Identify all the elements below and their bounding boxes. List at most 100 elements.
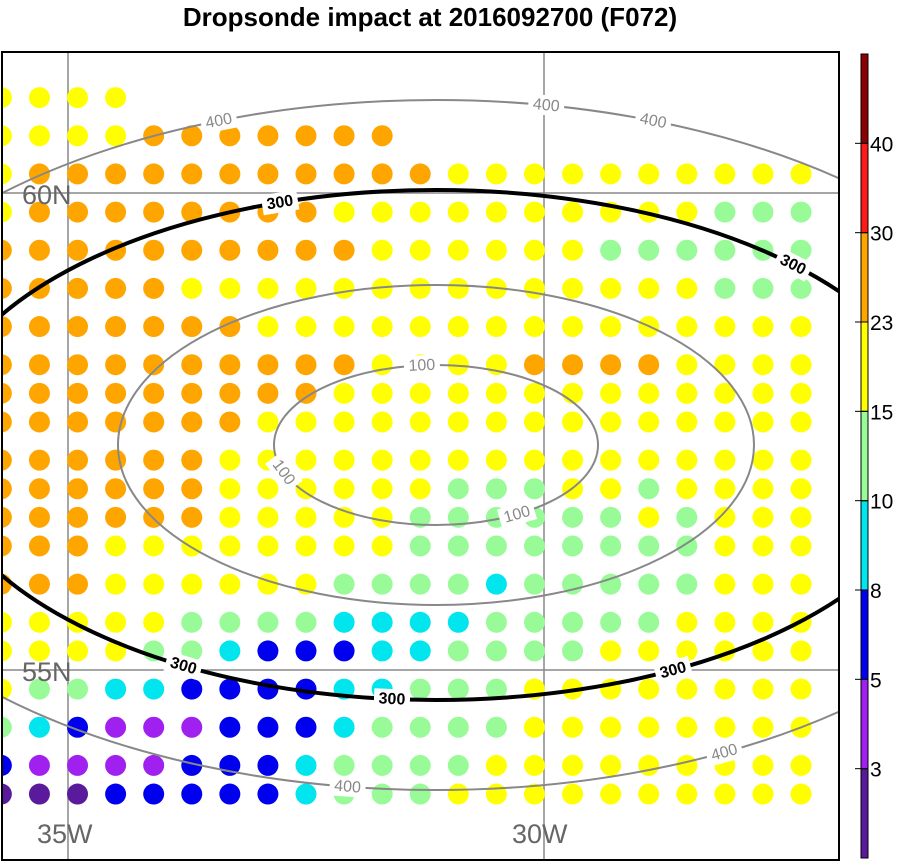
impact-dot bbox=[295, 239, 317, 261]
impact-dot bbox=[105, 316, 127, 338]
impact-dot bbox=[790, 277, 812, 299]
impact-dot bbox=[219, 277, 241, 299]
contour-200 bbox=[117, 284, 755, 606]
impact-dot bbox=[371, 506, 393, 528]
impact-dot bbox=[257, 573, 279, 595]
impact-dot bbox=[28, 411, 50, 433]
impact-dot bbox=[523, 611, 545, 633]
impact-dot bbox=[371, 716, 393, 738]
impact-dot bbox=[600, 506, 622, 528]
impact-dot bbox=[67, 506, 89, 528]
impact-dot bbox=[638, 449, 660, 471]
impact-dot bbox=[105, 277, 127, 299]
colorbar-segment bbox=[860, 232, 869, 323]
impact-dot bbox=[790, 783, 812, 805]
impact-dot bbox=[790, 573, 812, 595]
impact-dot bbox=[676, 382, 698, 404]
impact-dot bbox=[28, 239, 50, 261]
contour-label-bg bbox=[496, 499, 538, 529]
impact-dot bbox=[409, 201, 431, 223]
contour-label-bg bbox=[704, 737, 745, 767]
impact-dot bbox=[295, 783, 317, 805]
impact-dot bbox=[181, 316, 203, 338]
impact-dot bbox=[790, 201, 812, 223]
impact-dot bbox=[752, 716, 774, 738]
impact-dot bbox=[181, 611, 203, 633]
impact-dot bbox=[181, 506, 203, 528]
impact-dot bbox=[409, 640, 431, 662]
impact-dot bbox=[638, 535, 660, 557]
impact-dot bbox=[257, 125, 279, 147]
impact-dot bbox=[714, 573, 736, 595]
impact-dot bbox=[600, 449, 622, 471]
impact-dot bbox=[562, 611, 584, 633]
impact-dot bbox=[523, 640, 545, 662]
impact-dot bbox=[143, 316, 165, 338]
impact-dot bbox=[485, 678, 507, 700]
impact-dot bbox=[638, 277, 660, 299]
impact-dot bbox=[371, 783, 393, 805]
impact-dot bbox=[638, 678, 660, 700]
impact-dot bbox=[67, 478, 89, 500]
impact-dot bbox=[447, 239, 469, 261]
impact-dot bbox=[600, 277, 622, 299]
impact-dot bbox=[790, 506, 812, 528]
colorbar-segment bbox=[860, 321, 869, 412]
impact-dot bbox=[105, 354, 127, 376]
impact-dot bbox=[333, 478, 355, 500]
impact-dot bbox=[105, 382, 127, 404]
lon-label-35w: 35W bbox=[37, 819, 93, 849]
impact-dot bbox=[333, 239, 355, 261]
impact-dot bbox=[219, 411, 241, 433]
impact-dot bbox=[447, 611, 469, 633]
impact-dot bbox=[257, 783, 279, 805]
chart-title: Dropsonde impact at 2016092700 (F072) bbox=[182, 2, 678, 32]
impact-dot bbox=[28, 783, 50, 805]
impact-dot bbox=[447, 754, 469, 776]
impact-dot bbox=[371, 125, 393, 147]
impact-dot bbox=[143, 678, 165, 700]
impact-dot bbox=[752, 277, 774, 299]
impact-dot bbox=[257, 239, 279, 261]
impact-dot bbox=[790, 382, 812, 404]
impact-dot bbox=[181, 678, 203, 700]
impact-dot bbox=[447, 640, 469, 662]
impact-dot bbox=[790, 535, 812, 557]
impact-dot bbox=[67, 411, 89, 433]
impact-dot bbox=[28, 506, 50, 528]
impact-dot bbox=[295, 754, 317, 776]
impact-dot bbox=[333, 611, 355, 633]
impact-dot bbox=[143, 754, 165, 776]
impact-dot bbox=[485, 754, 507, 776]
impact-dot bbox=[714, 611, 736, 633]
impact-dot bbox=[447, 449, 469, 471]
impact-dot bbox=[257, 277, 279, 299]
impact-dot bbox=[181, 354, 203, 376]
impact-dot bbox=[714, 277, 736, 299]
impact-dot bbox=[447, 478, 469, 500]
impact-dot bbox=[105, 201, 127, 223]
impact-dot bbox=[485, 201, 507, 223]
impact-dot bbox=[143, 716, 165, 738]
impact-dot bbox=[752, 754, 774, 776]
impact-dot bbox=[562, 754, 584, 776]
contour-label-bg bbox=[772, 247, 814, 282]
impact-dot bbox=[28, 478, 50, 500]
impact-dot bbox=[28, 163, 50, 185]
impact-dot bbox=[67, 316, 89, 338]
impact-dot bbox=[181, 535, 203, 557]
impact-dot bbox=[105, 678, 127, 700]
impact-dot bbox=[219, 611, 241, 633]
colorbar-label: 40 bbox=[870, 133, 893, 156]
impact-dot bbox=[485, 411, 507, 433]
impact-dot bbox=[714, 316, 736, 338]
impact-dot bbox=[295, 478, 317, 500]
impact-dot bbox=[523, 354, 545, 376]
impact-dot bbox=[333, 573, 355, 595]
impact-dot bbox=[600, 783, 622, 805]
contour-label-bg bbox=[199, 107, 239, 135]
impact-dot bbox=[105, 535, 127, 557]
impact-dot bbox=[371, 239, 393, 261]
impact-dot bbox=[409, 611, 431, 633]
